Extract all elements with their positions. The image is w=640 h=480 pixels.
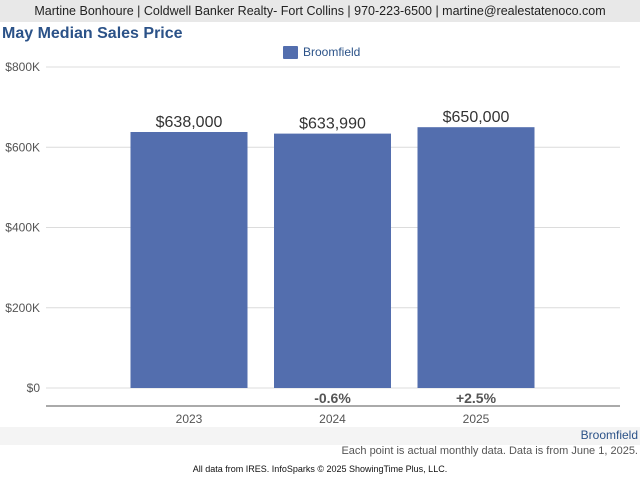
y-tick-label: $400K	[5, 221, 40, 235]
legend[interactable]: Broomfield	[283, 45, 360, 59]
x-tick-label: 2023	[176, 412, 203, 426]
bar-value-label: $650,000	[443, 109, 510, 126]
bar-chart: $0 $200K $400K $600K $800K $638,000 2023 $633,9…	[5, 60, 620, 426]
chart-title: May Median Sales Price	[2, 25, 183, 42]
bar-value-label: $638,000	[156, 114, 223, 131]
y-tick-label: $200K	[5, 301, 40, 315]
bar-value-label: $633,990	[299, 116, 366, 133]
bar	[274, 133, 391, 388]
y-tick-label: $0	[27, 381, 41, 395]
legend-label: Broomfield	[303, 45, 361, 59]
source-credit: All data from IRES. InfoSparks © 2025 Sh…	[192, 464, 448, 474]
data-note: Each point is actual monthly data. Data …	[341, 445, 638, 457]
change-label: -0.6%	[314, 390, 351, 406]
y-tick-label: $600K	[5, 140, 40, 154]
footer-band	[0, 427, 640, 445]
region-name[interactable]: Broomfield	[580, 428, 638, 442]
contact-header: Martine Bonhoure | Coldwell Banker Realt…	[0, 0, 640, 22]
bar	[417, 127, 535, 388]
bar	[130, 132, 248, 388]
x-tick-label: 2024	[319, 412, 346, 426]
change-label: +2.5%	[456, 390, 497, 406]
y-tick-label: $800K	[5, 60, 40, 74]
x-tick-label: 2025	[463, 412, 490, 426]
legend-swatch	[283, 45, 298, 59]
